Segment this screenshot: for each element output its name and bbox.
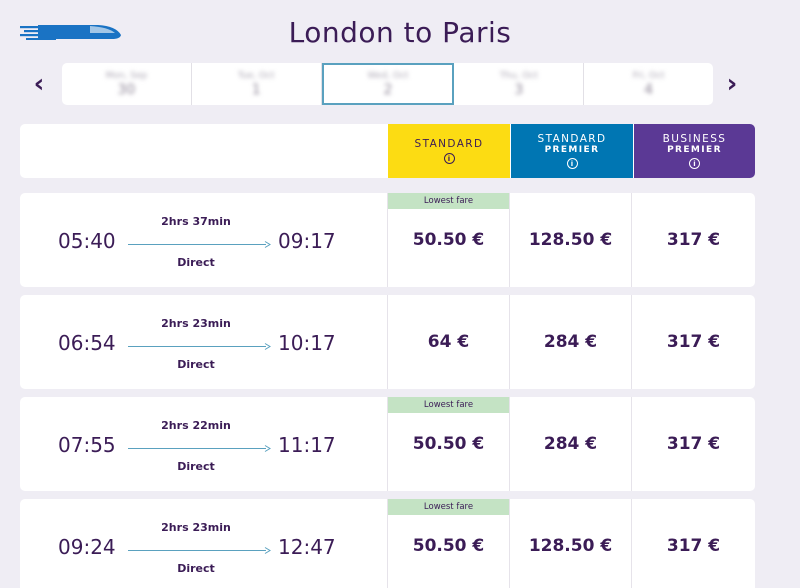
arrival-time: 09:17 xyxy=(278,229,336,253)
journey-arrow-icon xyxy=(128,241,271,248)
journey-row[interactable]: 06:54 2hrs 23min Direct 10:17 64 € 284 €… xyxy=(20,295,755,389)
fare-standard[interactable]: Lowest fare 50.50 € xyxy=(388,397,510,491)
lowest-fare-badge: Lowest fare xyxy=(388,397,509,413)
fare-price: 64 € xyxy=(427,332,470,352)
fare-standard-premier[interactable]: 128.50 € xyxy=(510,193,632,287)
journey-info: 07:55 2hrs 22min Direct 11:17 xyxy=(20,397,388,491)
fare-price: 50.50 € xyxy=(412,536,485,556)
fare-standard[interactable]: Lowest fare 50.50 € xyxy=(388,499,510,588)
info-icon[interactable]: i xyxy=(689,158,700,169)
prev-dates-button[interactable]: ‹ xyxy=(21,66,57,102)
lowest-fare-badge: Lowest fare xyxy=(388,193,509,209)
journey-arrow-icon xyxy=(128,343,271,350)
fare-standard-premier[interactable]: 284 € xyxy=(510,397,632,491)
journey-stops: Direct xyxy=(177,562,215,575)
fare-standard-premier[interactable]: 128.50 € xyxy=(510,499,632,588)
journey-arrow-icon xyxy=(128,547,271,554)
date-day-label: Tue, Oct xyxy=(237,70,275,81)
date-number: 30 xyxy=(117,81,136,98)
journey-info: 09:24 2hrs 23min Direct 12:47 xyxy=(20,499,388,588)
class-name: STANDARD xyxy=(414,138,484,150)
class-sub-name: PREMIER xyxy=(667,145,722,155)
fare-standard-premier[interactable]: 284 € xyxy=(510,295,632,389)
fare-price: 50.50 € xyxy=(412,434,485,454)
journey-stops: Direct xyxy=(177,256,215,269)
class-standard-header[interactable]: STANDARD i xyxy=(388,124,510,178)
class-sub-name: PREMIER xyxy=(544,145,600,155)
fare-price: 50.50 € xyxy=(412,230,485,250)
journey-duration: 2hrs 23min xyxy=(161,521,231,534)
fare-price: 128.50 € xyxy=(528,230,613,250)
date-number: 4 xyxy=(644,81,654,98)
fare-standard[interactable]: 64 € xyxy=(388,295,510,389)
date-item[interactable]: Thu, Oct 3 xyxy=(454,63,585,105)
date-number: 3 xyxy=(514,81,524,98)
journey-duration: 2hrs 22min xyxy=(161,419,231,432)
journey-duration: 2hrs 37min xyxy=(161,215,231,228)
info-icon[interactable]: i xyxy=(443,153,455,164)
fare-business-premier[interactable]: 317 € xyxy=(632,397,755,491)
fare-price: 317 € xyxy=(666,230,721,250)
arrival-time: 11:17 xyxy=(278,433,336,457)
class-name: BUSINESS xyxy=(662,133,727,145)
journey-arrow-icon xyxy=(128,445,271,452)
departure-time: 05:40 xyxy=(58,229,116,253)
date-day-label: Thu, Oct xyxy=(499,70,538,81)
journey-stops: Direct xyxy=(177,460,215,473)
fare-business-premier[interactable]: 317 € xyxy=(632,499,755,588)
class-standard-premier-header[interactable]: STANDARD PREMIER i xyxy=(511,124,633,178)
fare-business-premier[interactable]: 317 € xyxy=(632,295,755,389)
date-item[interactable]: Fri, Oct 4 xyxy=(584,63,713,105)
fare-class-header: STANDARD i STANDARD PREMIER i BUSINESS P… xyxy=(20,124,755,178)
fare-price: 317 € xyxy=(666,434,721,454)
date-selector: Mon, Sep 30 Tue, Oct 1 Wed, Oct 2 Thu, O… xyxy=(62,63,713,105)
journey-list: 05:40 2hrs 37min Direct 09:17 Lowest far… xyxy=(20,193,755,588)
date-day-label: Wed, Oct xyxy=(367,70,409,81)
date-item[interactable]: Mon, Sep 30 xyxy=(62,63,192,105)
fare-price: 317 € xyxy=(666,536,721,556)
date-number: 2 xyxy=(383,81,393,98)
chevron-right-icon: › xyxy=(726,69,738,99)
page-title: London to Paris xyxy=(288,16,512,49)
date-item[interactable]: Tue, Oct 1 xyxy=(192,63,322,105)
eurostar-logo xyxy=(20,25,121,40)
fare-business-premier[interactable]: 317 € xyxy=(632,193,755,287)
journey-row[interactable]: 07:55 2hrs 22min Direct 11:17 Lowest far… xyxy=(20,397,755,491)
arrival-time: 12:47 xyxy=(278,535,336,559)
date-day-label: Fri, Oct xyxy=(632,70,665,81)
date-day-label: Mon, Sep xyxy=(105,70,148,81)
chevron-left-icon: ‹ xyxy=(33,69,45,99)
journey-row[interactable]: 09:24 2hrs 23min Direct 12:47 Lowest far… xyxy=(20,499,755,588)
date-number: 1 xyxy=(251,81,261,98)
journey-row[interactable]: 05:40 2hrs 37min Direct 09:17 Lowest far… xyxy=(20,193,755,287)
fare-price: 284 € xyxy=(543,434,598,454)
next-dates-button[interactable]: › xyxy=(714,66,750,102)
class-name: STANDARD xyxy=(537,133,607,145)
fare-price: 317 € xyxy=(666,332,721,352)
fare-price: 128.50 € xyxy=(528,536,613,556)
arrival-time: 10:17 xyxy=(278,331,336,355)
departure-time: 07:55 xyxy=(58,433,116,457)
journey-stops: Direct xyxy=(177,358,215,371)
info-icon[interactable]: i xyxy=(566,158,578,169)
journey-info: 05:40 2hrs 37min Direct 09:17 xyxy=(20,193,388,287)
fare-price: 284 € xyxy=(543,332,598,352)
departure-time: 06:54 xyxy=(58,331,116,355)
class-business-premier-header[interactable]: BUSINESS PREMIER i xyxy=(634,124,755,178)
header-spacer xyxy=(20,124,388,178)
lowest-fare-badge: Lowest fare xyxy=(388,499,509,515)
journey-info: 06:54 2hrs 23min Direct 10:17 xyxy=(20,295,388,389)
journey-duration: 2hrs 23min xyxy=(161,317,231,330)
departure-time: 09:24 xyxy=(58,535,116,559)
date-item-selected[interactable]: Wed, Oct 2 xyxy=(321,63,455,105)
fare-standard[interactable]: Lowest fare 50.50 € xyxy=(388,193,510,287)
